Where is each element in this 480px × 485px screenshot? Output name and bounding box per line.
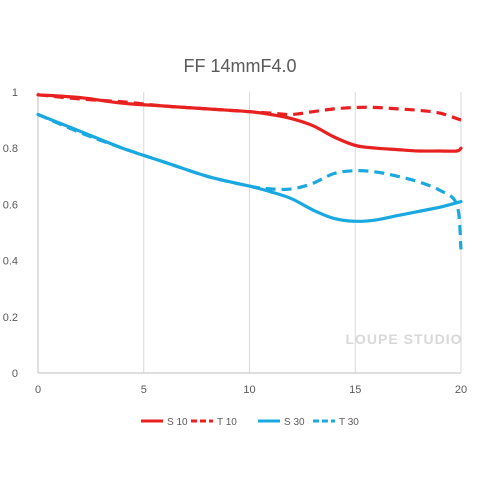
x-tick-label-2: 10 <box>243 384 255 396</box>
y-tick-label-0: 0 <box>12 368 18 380</box>
y-tick-label-4: 0.8 <box>3 143 18 155</box>
legend-label-2: S 30 <box>284 417 305 428</box>
watermark-text: LOUPE STUDIO <box>345 331 462 347</box>
series-line-t-30 <box>37 113 463 250</box>
y-tick-label-1: 0.2 <box>3 312 18 324</box>
y-tick-label-3: 0.6 <box>3 199 18 211</box>
legend-label-0: S 10 <box>167 417 188 428</box>
series-line-t-10 <box>37 93 462 122</box>
x-tick-label-0: 0 <box>35 384 41 396</box>
legend-label-3: T 30 <box>339 417 359 428</box>
y-tick-label-5: 1 <box>12 87 18 99</box>
legend-label-1: T 10 <box>217 417 237 428</box>
chart-title: FF 14mmF4.0 <box>183 56 297 76</box>
x-tick-label-4: 20 <box>455 384 467 396</box>
y-tick-label-2: 0.4 <box>3 256 18 268</box>
x-tick-label-1: 5 <box>141 384 147 396</box>
x-tick-label-3: 15 <box>349 384 361 396</box>
